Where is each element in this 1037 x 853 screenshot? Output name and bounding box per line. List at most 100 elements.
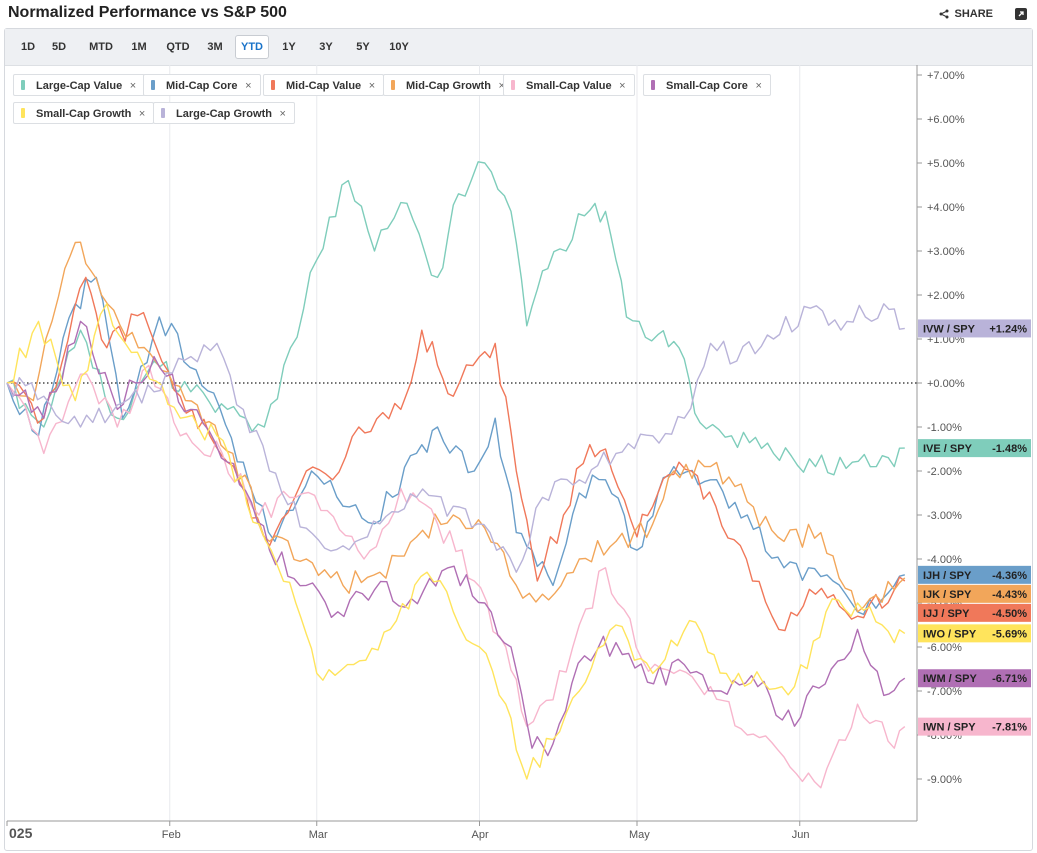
y-tick-label: -2.00% [927, 466, 962, 478]
legend-swatch [161, 108, 165, 118]
series-end-label: IJK / SPY -4.43% [918, 584, 1031, 603]
close-icon[interactable]: × [129, 80, 137, 92]
share-label: SHARE [954, 8, 993, 20]
y-tick-label: +4.00% [927, 202, 965, 214]
end-label-bg [918, 624, 1031, 643]
x-tick-label: Mar [309, 829, 328, 841]
range-ytd[interactable]: YTD [235, 35, 269, 59]
range-1d[interactable]: 1D [20, 41, 36, 53]
legend-swatch [151, 80, 155, 90]
series-end-label: IJJ / SPY -4.50% [918, 603, 1031, 622]
close-icon[interactable]: × [368, 80, 376, 92]
close-icon[interactable]: × [245, 80, 252, 92]
legend-label: Small-Cap Growth [36, 108, 132, 120]
end-label-ticker: IWN / SPY [923, 722, 976, 734]
close-icon[interactable]: × [498, 80, 505, 92]
expand-button[interactable] [1015, 8, 1027, 20]
y-tick-label: -3.00% [927, 510, 962, 522]
y-tick-label: +3.00% [927, 246, 965, 258]
end-label-ticker: IWO / SPY [923, 628, 977, 640]
chart-header: Normalized Performance vs S&P 500 SHARE [0, 0, 1037, 28]
y-tick-label: -7.00% [927, 686, 962, 698]
series-line [6, 320, 906, 757]
end-label-bg [918, 717, 1031, 736]
legend-label: Mid-Cap Value [286, 80, 362, 92]
legend-label: Large-Cap Growth [176, 108, 272, 120]
close-icon[interactable]: × [619, 80, 626, 92]
end-label-ticker: IVW / SPY [923, 323, 976, 335]
y-tick-label: +5.00% [927, 158, 965, 170]
end-label-ticker: IJH / SPY [923, 570, 972, 582]
series-end-label: IWN / SPY -7.81% [918, 717, 1031, 736]
series-end-label: IWM / SPY -6.71% [918, 669, 1031, 688]
range-3y[interactable]: 3Y [319, 41, 333, 53]
series-end-label: IVW / SPY +1.24% [918, 319, 1031, 338]
series-end-label: IWO / SPY -5.69% [918, 624, 1031, 643]
legend-chip[interactable]: Small-Cap Value × [503, 74, 635, 96]
range-qtd[interactable]: QTD [166, 41, 190, 53]
legend-chip[interactable]: Small-Cap Core × [643, 74, 771, 96]
end-label-value: -4.43% [992, 589, 1027, 601]
expand-icon [1018, 11, 1024, 17]
x-tick-label: 025 [9, 825, 33, 841]
legend-chip[interactable]: Small-Cap Growth × [13, 102, 155, 124]
range-5d[interactable]: 5D [51, 41, 67, 53]
y-tick-label: -4.00% [927, 554, 962, 566]
range-3m[interactable]: 3M [207, 41, 223, 53]
legend-chip[interactable]: Large-Cap Value × [13, 74, 146, 96]
performance-chart: +7.00%+6.00%+5.00%+4.00%+3.00%+2.00%+1.0… [6, 65, 1031, 841]
y-tick-label: +0.00% [927, 378, 965, 390]
end-label-bg [918, 565, 1031, 584]
range-mtd[interactable]: MTD [89, 41, 113, 53]
y-tick-label: +6.00% [927, 114, 965, 126]
close-icon[interactable]: × [279, 108, 286, 120]
range-1y[interactable]: 1Y [282, 41, 296, 53]
end-label-bg [918, 669, 1031, 688]
end-label-ticker: IJJ / SPY [923, 608, 970, 620]
x-tick-label: May [629, 829, 650, 841]
series-line [6, 161, 905, 476]
page-title: Normalized Performance vs S&P 500 [8, 4, 287, 21]
legend-chip[interactable]: Mid-Cap Value × [263, 74, 385, 96]
end-label-value: +1.24% [989, 323, 1027, 335]
series-line [6, 276, 905, 616]
end-label-ticker: IVE / SPY [923, 443, 973, 455]
share-icon [939, 9, 949, 19]
end-label-bg [918, 319, 1031, 338]
legend-label: Mid-Cap Growth [406, 80, 491, 92]
series-line [6, 364, 906, 789]
series-end-label: IVE / SPY -1.48% [918, 439, 1031, 458]
legend-chip[interactable]: Mid-Cap Growth × [383, 74, 514, 96]
close-icon[interactable]: × [755, 80, 762, 92]
series-line [6, 276, 906, 632]
legend-label: Large-Cap Value [36, 80, 123, 92]
legend-label: Small-Cap Value [526, 80, 612, 92]
legend-label: Mid-Cap Core [166, 80, 238, 92]
end-label-ticker: IJK / SPY [923, 589, 972, 601]
end-label-bg [918, 603, 1031, 622]
close-icon[interactable]: × [138, 108, 146, 120]
legend-swatch [21, 80, 25, 90]
end-label-value: -1.48% [992, 443, 1027, 455]
y-tick-label: -9.00% [927, 774, 962, 786]
legend-swatch [511, 80, 515, 90]
y-tick-label: -1.00% [927, 422, 962, 434]
end-label-bg [918, 584, 1031, 603]
range-5y[interactable]: 5Y [356, 41, 370, 53]
end-label-value: -6.71% [992, 673, 1027, 685]
legend-chip[interactable]: Mid-Cap Core × [143, 74, 261, 96]
range-1m[interactable]: 1M [131, 41, 147, 53]
series-line [6, 241, 906, 613]
end-label-value: -5.69% [992, 628, 1027, 640]
range-10y[interactable]: 10Y [389, 41, 409, 53]
end-label-value: -7.81% [992, 722, 1027, 734]
end-label-bg [918, 439, 1031, 458]
y-tick-label: -6.00% [927, 642, 962, 654]
x-tick-label: Apr [472, 829, 489, 841]
share-button[interactable]: SHARE [939, 8, 993, 20]
end-label-value: -4.50% [992, 608, 1027, 620]
range-selector: 1D 5D MTD 1M QTD 3M YTD 1Y 3Y 5Y 10Y [5, 29, 1032, 66]
series-line [6, 303, 906, 780]
legend-swatch [21, 108, 25, 118]
legend-chip[interactable]: Large-Cap Growth × [153, 102, 295, 124]
